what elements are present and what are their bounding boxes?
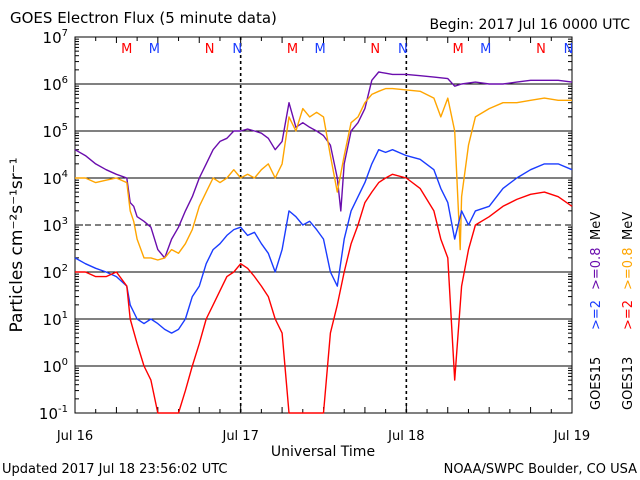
x-tick-labels: Jul 16 Jul 17 Jul 18 Jul 19 (56, 429, 590, 444)
legend-goes13: GOES13 >=2 >=0.8 MeV (621, 212, 636, 410)
legend-mev-2: MeV (621, 212, 636, 240)
legend-goes15-name: GOES15 (589, 357, 604, 410)
series-line-2 (75, 87, 572, 261)
legend-goes15-2mev: >=2 (589, 300, 604, 330)
axis-ticks (74, 36, 573, 414)
y-axis-label: Particles cm⁻²s⁻¹sr⁻¹ (7, 157, 27, 332)
y-tick-label: 106 (43, 75, 68, 94)
y-tick-label: 105 (43, 122, 68, 141)
marker-m: M (452, 42, 463, 57)
marker-n: N (232, 42, 242, 57)
y-tick-label: 101 (43, 310, 68, 329)
y-tick-label: 102 (43, 263, 68, 282)
y-tick-label: 103 (43, 216, 68, 235)
grid-lines (75, 37, 572, 413)
x-tick-label: Jul 19 (553, 429, 590, 444)
marker-m: M (149, 42, 160, 57)
x-tick-label: Jul 18 (387, 429, 424, 444)
marker-n: N (398, 42, 408, 57)
updated-timestamp: Updated 2017 Jul 18 23:56:02 UTC (2, 462, 227, 477)
legend-goes13-2mev: >=2 (621, 300, 636, 330)
y-tick-labels: 10-1 100 101 102 103 104 105 106 107 (39, 28, 68, 423)
marker-m: M (480, 42, 491, 57)
legend-goes15: GOES15 >=2 >=0.8 MeV (589, 212, 604, 410)
x-tick-label: Jul 16 (56, 429, 93, 444)
chart-title: GOES Electron Flux (5 minute data) (10, 9, 277, 27)
y-tick-label: 100 (43, 357, 68, 376)
legend-goes15-08mev: >=0.8 (589, 248, 604, 290)
data-series (74, 71, 573, 414)
marker-n: N (205, 42, 215, 57)
y-tick-label: 104 (43, 169, 68, 188)
marker-m: M (121, 42, 132, 57)
begin-date: Begin: 2017 Jul 16 0000 UTC (429, 17, 630, 33)
marker-m: M (287, 42, 298, 57)
series-line-4 (75, 173, 573, 414)
legend-goes13-08mev: >=0.8 (621, 248, 636, 290)
y-tick-label: 10-1 (39, 404, 68, 423)
marker-n: N (370, 42, 380, 57)
series-line-3 (74, 149, 573, 334)
legend-mev-1: MeV (589, 212, 604, 240)
x-axis-label: Universal Time (271, 444, 375, 460)
marker-n: N (564, 42, 574, 57)
credit-label: NOAA/SWPC Boulder, CO USA (444, 462, 637, 477)
marker-m: M (314, 42, 325, 57)
series-line-1 (74, 71, 573, 259)
x-tick-label: Jul 17 (221, 429, 258, 444)
y-tick-label: 107 (43, 28, 68, 47)
marker-n: N (536, 42, 546, 57)
legend-goes13-name: GOES13 (621, 357, 636, 410)
